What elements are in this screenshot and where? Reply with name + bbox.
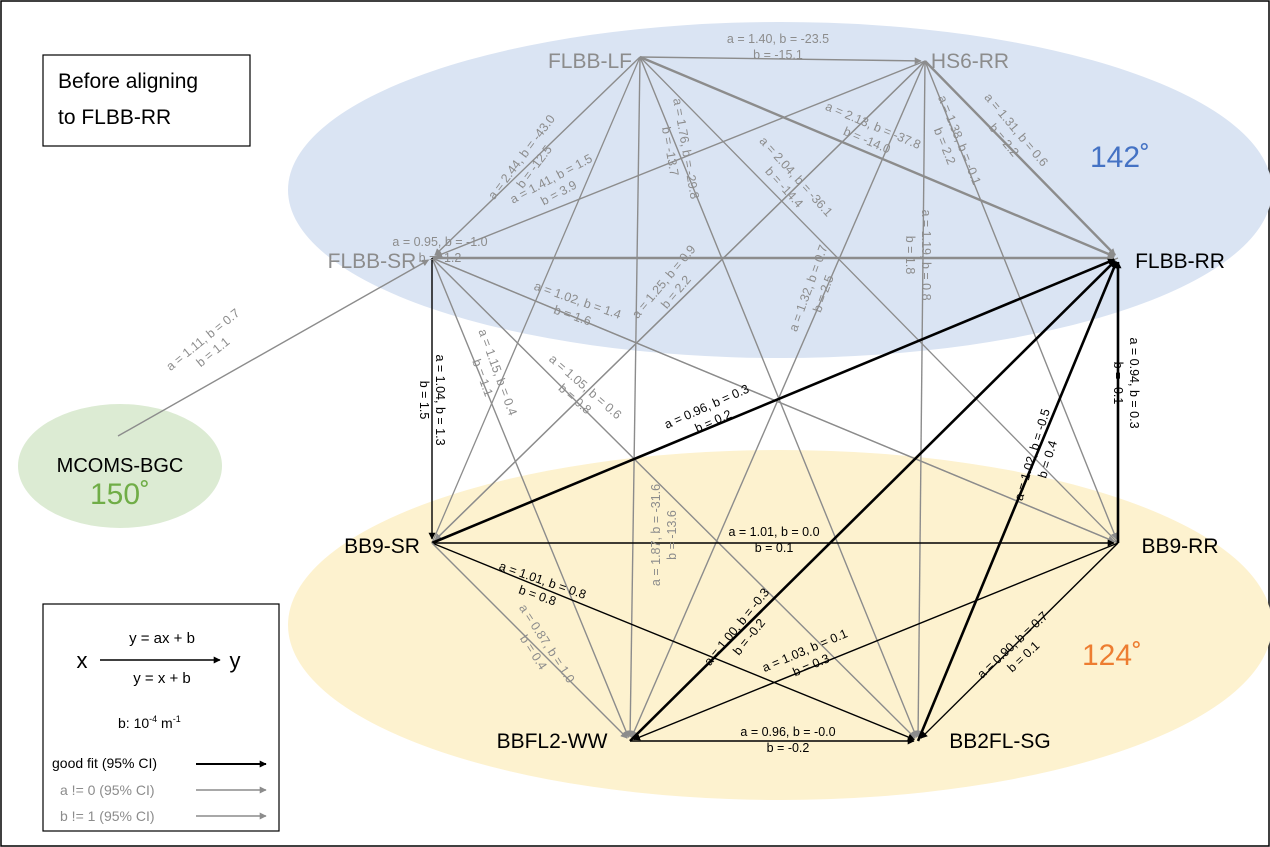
node-mcoms-bgc: MCOMS-BGC — [57, 455, 184, 477]
node-hs6-rr: HS6-RR — [931, 50, 1009, 73]
legend-x: x — [77, 648, 88, 673]
angle-142: 142˚ — [1090, 141, 1150, 174]
edge-label-lf-hs6: a = 1.40, b = -23.5 b = -15.1 — [727, 32, 829, 62]
edge-bb9rr-bbfl2 — [633, 542, 1119, 741]
angle-124: 124˚ — [1082, 639, 1142, 672]
edge-bb9sr-bbfl2 — [431, 542, 628, 739]
edge-b-label: b = -13.6 — [665, 510, 679, 560]
legend-units: b: 10-4 m-1 — [118, 714, 181, 731]
edge-bbfl2-rr — [629, 259, 1117, 742]
edge-bb9sr-rr — [431, 258, 1115, 545]
legend-a-ne-0: a != 0 (95% CI) — [60, 782, 155, 798]
node-bb9-rr: BB9-RR — [1141, 535, 1218, 558]
title-box: Before aligning to FLBB-RR — [42, 54, 251, 147]
node-labels: FLBB-LF HS6-RR FLBB-SR FLBB-RR BB9-SR BB… — [57, 50, 1225, 753]
node-bb2fl-sg: BB2FL-SG — [949, 730, 1051, 753]
edge-sr-bbfl2 — [431, 257, 630, 738]
legend-y: y — [230, 648, 241, 673]
group-150-ellipse — [18, 404, 222, 528]
edge-b-label: b = -15.1 — [753, 48, 803, 62]
edge-lf-sr — [434, 56, 641, 256]
legend-eq-bottom: y = x + b — [133, 670, 191, 687]
edge-a-label: a = 1.04, b = 1.3 — [433, 354, 447, 445]
edge-label-bbfl2-bb2fl: a = 0.96, b = -0.0 b = -0.2 — [740, 725, 835, 755]
legend-good-fit: good fit (95% CI) — [52, 755, 157, 771]
edge-hs6-bb9sr — [434, 60, 926, 541]
legend: x y y = ax + b y = x + b b: 10-4 m-1 goo… — [42, 603, 280, 832]
edge-hs6-sr — [435, 60, 926, 258]
edge-hs6-bb9rr — [924, 60, 1118, 540]
edge-mcoms-sr — [117, 259, 430, 437]
title-line-1: Before aligning — [58, 70, 198, 93]
edge-a-label: a = 0.95, b = -1.0 — [392, 235, 487, 249]
edge-a-label: a = 0.96, b = -0.0 — [740, 725, 835, 739]
edge-bb9sr-bb2fl — [431, 542, 915, 741]
edges-layer — [117, 55, 1122, 745]
node-flbb-sr: FLBB-SR — [328, 250, 417, 273]
edge-lf-bb2fl — [639, 56, 918, 738]
edge-b-label: b = -1.2 — [419, 251, 462, 265]
edge-b-label: b = -0.1 — [1111, 362, 1125, 405]
edge-extra-0 — [639, 56, 1119, 544]
edge-a-label: a = 1.87, b = -31.6 — [649, 484, 663, 586]
title-line-2: to FLBB-RR — [58, 106, 171, 129]
edge-b-label: b = 1.5 — [417, 381, 431, 420]
edge-label-sr-bb9sr: a = 1.04, b = 1.3b = 1.5 — [417, 354, 447, 445]
edge-bb2fl-rr — [916, 261, 1118, 742]
legend-b-ne-1: b != 1 (95% CI) — [60, 808, 155, 824]
angle-150: 150˚ — [90, 478, 150, 511]
node-flbb-rr: FLBB-RR — [1135, 250, 1225, 273]
edge-a-label: a = 0.94, b = 0.3 — [1127, 337, 1141, 428]
edge-bb9rr-bb2fl — [920, 542, 1119, 739]
edge-sr-bb9rr — [431, 257, 1115, 543]
node-flbb-lf: FLBB-LF — [548, 50, 632, 73]
edge-label-bb9rr-rr: a = 0.94, b = 0.3b = -0.1 — [1111, 337, 1141, 428]
edge-lf-rr — [639, 55, 1115, 258]
edge-lf-hs6 — [639, 56, 922, 65]
edge-hs6-rr — [924, 60, 1117, 256]
edge-label-sr-rr: a = 0.95, b = -1.0 b = -1.2 — [392, 235, 487, 265]
edge-a-label: a = 1.40, b = -23.5 — [727, 32, 829, 46]
edge-label-bbfl2-lf-lbl: a = 1.87, b = -31.6 b = -13.6 — [649, 484, 679, 586]
edge-label-hs6-bb2fl: a = 1.19, b = 0.8b = 1.8 — [903, 209, 933, 300]
edge-label-bb9sr-bb9rr: a = 1.01, b = 0.0 b = 0.1 — [728, 525, 819, 555]
edge-a-label: a = 1.01, b = 0.0 — [728, 525, 819, 539]
node-bb9-sr: BB9-SR — [344, 535, 420, 558]
node-bbfl2-ww: BBFL2-WW — [497, 730, 608, 753]
edge-b-label: b = -0.2 — [767, 741, 810, 755]
group-142-ellipse — [288, 22, 1270, 358]
edge-b-label: b = 0.1 — [755, 541, 794, 555]
group-124-ellipse — [288, 450, 1270, 800]
edge-extra-1 — [431, 56, 641, 544]
edge-b-label: b = 1.8 — [903, 236, 917, 275]
edge-a-label: a = 1.19, b = 0.8 — [919, 209, 933, 300]
legend-eq-top: y = ax + b — [129, 630, 195, 647]
